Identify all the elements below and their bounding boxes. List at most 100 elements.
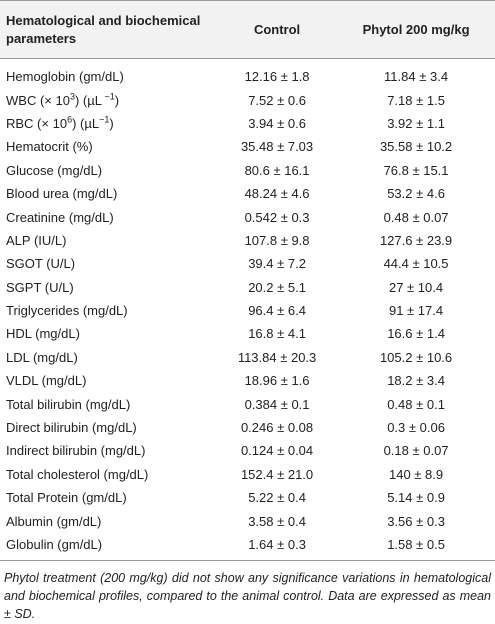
row-label: SGPT (U/L) bbox=[6, 279, 74, 295]
value-cell: 107.8 ± 9.8 bbox=[244, 232, 310, 248]
value-cell: 96.4 ± 6.4 bbox=[248, 303, 306, 319]
value-cell: 12.16 ± 1.8 bbox=[244, 69, 310, 85]
row-label: Direct bilirubin (mg/dL) bbox=[6, 420, 137, 436]
table-row: LDL (mg/dL) 113.84 ± 20.3 105.2 ± 10.6 bbox=[0, 346, 495, 369]
value-cell: 18.2 ± 3.4 bbox=[387, 373, 445, 389]
table-row: SGOT (U/L) 39.4 ± 7.2 44.4 ± 10.5 bbox=[0, 252, 495, 275]
table-row: Blood urea (mg/dL) 48.24 ± 4.6 53.2 ± 4.6 bbox=[0, 182, 495, 205]
table-row: HDL (mg/dL) 16.8 ± 4.1 16.6 ± 1.4 bbox=[0, 322, 495, 345]
header-cell: Hematological and biochemical parameters bbox=[0, 0, 217, 59]
row-label: Creatinine (mg/dL) bbox=[6, 209, 114, 225]
row-label: RBC (× 106) (µL−1) bbox=[0, 112, 217, 135]
value-cell: 0.246 ± 0.08 bbox=[240, 420, 314, 436]
table-row: Total cholesterol (mg/dL) 152.4 ± 21.0 140… bbox=[0, 463, 495, 486]
table-row: Total bilirubin (mg/dL) 0.384 ± 0.1 0.48 ±… bbox=[0, 392, 495, 415]
value-cell: 105.2 ± 10.6 bbox=[379, 349, 453, 365]
value-cell: 5.22 ± 0.4 bbox=[248, 490, 306, 506]
value-cell: 140 ± 8.9 bbox=[388, 466, 444, 482]
data-table: Hematological and biochemical parameters… bbox=[0, 0, 495, 562]
value-cell: 127.6 ± 23.9 bbox=[379, 232, 453, 248]
value-cell: 35.58 ± 10.2 bbox=[379, 139, 453, 155]
row-label: Hemoglobin (gm/dL) bbox=[6, 69, 124, 85]
value-cell: 7.18 ± 1.5 bbox=[387, 92, 445, 108]
superscript: 3 bbox=[69, 91, 75, 102]
header-cell: Control bbox=[217, 0, 338, 59]
header-row: Hematological and biochemical parameters… bbox=[0, 0, 495, 59]
table-row: Indirect bilirubin (mg/dL) 0.124 ± 0.04 0.… bbox=[0, 439, 495, 462]
value-cell: 91 ± 17.4 bbox=[388, 303, 444, 319]
table-row: WBC (× 103) (µL −1) 7.52 ± 0.6 7.18 ± 1.5 bbox=[0, 88, 495, 111]
label-text: ) bbox=[114, 92, 120, 108]
value-cell: 0.18 ± 0.07 bbox=[383, 443, 449, 459]
value-cell: 7.52 ± 0.6 bbox=[248, 92, 306, 108]
value-cell: 20.2 ± 5.1 bbox=[248, 279, 306, 295]
row-label: Hematocrit (%) bbox=[6, 139, 93, 155]
value-cell: 0.48 ± 0.1 bbox=[387, 396, 445, 412]
value-cell: 1.58 ± 0.5 bbox=[337, 532, 495, 562]
value-cell: 48.24 ± 4.6 bbox=[244, 186, 310, 202]
row-label: Globulin (gm/dL) bbox=[0, 532, 217, 562]
value-cell: 3.56 ± 0.3 bbox=[387, 513, 445, 529]
row-label: WBC (× 103) (µL −1) bbox=[0, 88, 217, 111]
value-cell: 113.84 ± 20.3 bbox=[237, 349, 317, 365]
label-text: RBC (× 10 bbox=[6, 115, 68, 131]
table-row: Globulin (gm/dL) 1.64 ± 0.3 1.58 ± 0.5 bbox=[0, 532, 495, 562]
row-label: VLDL (mg/dL) bbox=[6, 373, 87, 389]
superscript: 6 bbox=[67, 114, 73, 125]
row-label: LDL (mg/dL) bbox=[6, 349, 78, 365]
row-label: Glucose (mg/dL) bbox=[6, 162, 103, 178]
value-cell: 16.8 ± 4.1 bbox=[248, 326, 306, 342]
value-cell: 80.6 ± 16.1 bbox=[244, 162, 310, 178]
value-cell: 0.384 ± 0.1 bbox=[244, 396, 310, 412]
table-row: Total Protein (gm/dL) 5.22 ± 0.4 5.14 ± 0.… bbox=[0, 486, 495, 509]
value-cell: 18.96 ± 1.6 bbox=[244, 373, 310, 389]
row-label: Albumin (gm/dL) bbox=[6, 513, 102, 529]
row-label: HDL (mg/dL) bbox=[6, 326, 80, 342]
table-row: Glucose (mg/dL) 80.6 ± 16.1 76.8 ± 15.1 bbox=[0, 159, 495, 182]
value-cell: 16.6 ± 1.4 bbox=[387, 326, 445, 342]
table-row: SGPT (U/L) 20.2 ± 5.1 27 ± 10.4 bbox=[0, 276, 495, 299]
value-cell: 0.542 ± 0.3 bbox=[244, 209, 310, 225]
label-text: ) (µL bbox=[74, 92, 102, 108]
table-row: VLDL (mg/dL) 18.96 ± 1.6 18.2 ± 3.4 bbox=[0, 369, 495, 392]
row-label: Total Protein (gm/dL) bbox=[6, 490, 127, 506]
row-label: ALP (IU/L) bbox=[6, 232, 67, 248]
header-cell: Phytol 200 mg/kg bbox=[337, 0, 495, 59]
value-cell: 152.4 ± 21.0 bbox=[240, 466, 314, 482]
label-text: ) bbox=[109, 115, 114, 131]
table-row: Triglycerides (mg/dL) 96.4 ± 6.4 91 ± 17.4 bbox=[0, 299, 495, 322]
row-label: Total bilirubin (mg/dL) bbox=[6, 396, 131, 412]
value-cell: 0.48 ± 0.07 bbox=[383, 209, 449, 225]
value-cell: 3.58 ± 0.4 bbox=[248, 513, 306, 529]
row-label: Indirect bilirubin (mg/dL) bbox=[6, 443, 146, 459]
value-cell: 44.4 ± 10.5 bbox=[383, 256, 449, 272]
footnote: Phytol treatment (200 mg/kg) did not sho… bbox=[4, 571, 491, 622]
value-cell: 0.3 ± 0.06 bbox=[387, 420, 445, 436]
superscript: −1 bbox=[101, 91, 115, 102]
value-cell: 11.84 ± 3.4 bbox=[384, 69, 449, 85]
table-row: RBC (× 106) (µL−1) 3.94 ± 0.6 3.92 ± 1.1 bbox=[0, 112, 495, 135]
value-cell: 5.14 ± 0.9 bbox=[387, 490, 445, 506]
row-label: Triglycerides (mg/dL) bbox=[6, 303, 128, 319]
row-label: Total cholesterol (mg/dL) bbox=[6, 466, 149, 482]
table-body: Hemoglobin (gm/dL) 12.16 ± 1.8 11.84 ± 3.4… bbox=[0, 59, 495, 562]
table-row: Hemoglobin (gm/dL) 12.16 ± 1.8 11.84 ± 3.4 bbox=[0, 59, 495, 89]
label-text: WBC (× 10 bbox=[6, 92, 70, 108]
value-cell: 53.2 ± 4.6 bbox=[387, 186, 445, 202]
superscript: −1 bbox=[99, 114, 110, 125]
table-row: Creatinine (mg/dL) 0.542 ± 0.3 0.48 ± 0.07 bbox=[0, 205, 495, 228]
table-row: Albumin (gm/dL) 3.58 ± 0.4 3.56 ± 0.3 bbox=[0, 509, 495, 532]
value-cell: 3.94 ± 0.6 bbox=[248, 115, 306, 131]
row-label: Blood urea (mg/dL) bbox=[6, 186, 118, 202]
value-cell: 3.92 ± 1.1 bbox=[387, 115, 445, 131]
value-cell: 35.48 ± 7.03 bbox=[240, 139, 314, 155]
value-cell: 1.64 ± 0.3 bbox=[217, 532, 338, 562]
value-cell: 76.8 ± 15.1 bbox=[383, 162, 449, 178]
value-cell: 39.4 ± 7.2 bbox=[248, 256, 306, 272]
table-row: ALP (IU/L) 107.8 ± 9.8 127.6 ± 23.9 bbox=[0, 229, 495, 252]
value-cell: 27 ± 10.4 bbox=[388, 279, 444, 295]
table-row: Hematocrit (%) 35.48 ± 7.03 35.58 ± 10.2 bbox=[0, 135, 495, 158]
label-text: ) (µL bbox=[72, 115, 100, 131]
value-cell: 0.124 ± 0.04 bbox=[240, 443, 314, 459]
